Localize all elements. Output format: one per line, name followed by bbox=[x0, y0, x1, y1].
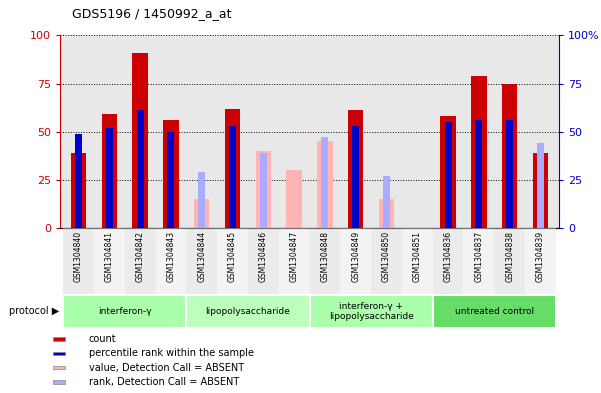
Bar bbox=[94, 228, 125, 295]
Text: GSM1304841: GSM1304841 bbox=[105, 231, 114, 282]
Bar bbox=[136, 110, 144, 228]
Text: GSM1304850: GSM1304850 bbox=[382, 231, 391, 283]
Bar bbox=[383, 176, 390, 228]
Text: count: count bbox=[89, 334, 117, 344]
Text: lipopolysaccharide: lipopolysaccharide bbox=[206, 307, 290, 316]
Bar bbox=[310, 295, 433, 328]
Bar bbox=[53, 366, 66, 369]
Bar bbox=[53, 352, 66, 355]
Bar bbox=[525, 228, 556, 295]
Bar bbox=[186, 295, 310, 328]
Bar bbox=[156, 228, 186, 295]
Bar bbox=[445, 122, 451, 228]
Text: GSM1304846: GSM1304846 bbox=[259, 231, 268, 283]
Text: GSM1304839: GSM1304839 bbox=[536, 231, 545, 283]
Bar bbox=[310, 228, 340, 295]
Text: GSM1304847: GSM1304847 bbox=[290, 231, 299, 283]
Bar bbox=[168, 132, 174, 228]
Bar bbox=[537, 143, 544, 228]
Bar bbox=[433, 228, 463, 295]
Bar bbox=[317, 141, 332, 228]
Text: untreated control: untreated control bbox=[455, 307, 534, 316]
Text: GSM1304849: GSM1304849 bbox=[351, 231, 360, 283]
Bar bbox=[371, 228, 402, 295]
Text: rank, Detection Call = ABSENT: rank, Detection Call = ABSENT bbox=[89, 377, 239, 387]
Bar bbox=[53, 380, 66, 384]
Text: GSM1304848: GSM1304848 bbox=[320, 231, 329, 282]
Bar bbox=[53, 338, 66, 341]
Bar bbox=[125, 228, 156, 295]
Bar bbox=[379, 199, 394, 228]
Bar bbox=[194, 199, 209, 228]
Bar bbox=[186, 228, 217, 295]
Bar bbox=[494, 228, 525, 295]
Bar bbox=[132, 53, 148, 228]
Bar bbox=[163, 120, 178, 228]
Text: protocol ▶: protocol ▶ bbox=[9, 307, 59, 316]
Text: value, Detection Call = ABSENT: value, Detection Call = ABSENT bbox=[89, 363, 244, 373]
Bar bbox=[532, 153, 548, 228]
Text: GSM1304844: GSM1304844 bbox=[197, 231, 206, 283]
Bar bbox=[471, 76, 487, 228]
Bar bbox=[322, 138, 328, 228]
Bar bbox=[198, 172, 205, 228]
Bar bbox=[63, 228, 94, 295]
Bar bbox=[287, 170, 302, 228]
Bar bbox=[502, 83, 517, 228]
Text: interferon-γ +
lipopolysaccharide: interferon-γ + lipopolysaccharide bbox=[329, 302, 413, 321]
Bar bbox=[255, 151, 271, 228]
Text: GSM1304838: GSM1304838 bbox=[505, 231, 514, 282]
Text: GSM1304842: GSM1304842 bbox=[136, 231, 145, 282]
Text: GSM1304837: GSM1304837 bbox=[474, 231, 483, 283]
Text: GSM1304843: GSM1304843 bbox=[166, 231, 175, 283]
Text: GSM1304851: GSM1304851 bbox=[413, 231, 422, 282]
Text: GSM1304845: GSM1304845 bbox=[228, 231, 237, 283]
Bar bbox=[506, 120, 513, 228]
Bar bbox=[229, 126, 236, 228]
Text: percentile rank within the sample: percentile rank within the sample bbox=[89, 349, 254, 358]
Bar bbox=[402, 228, 433, 295]
Bar bbox=[348, 110, 364, 228]
Bar bbox=[441, 116, 456, 228]
Text: GSM1304836: GSM1304836 bbox=[444, 231, 453, 283]
Text: GSM1304840: GSM1304840 bbox=[74, 231, 83, 283]
Bar bbox=[225, 108, 240, 228]
Bar bbox=[75, 134, 82, 228]
Bar bbox=[260, 153, 267, 228]
Bar bbox=[352, 126, 359, 228]
Bar bbox=[433, 295, 556, 328]
Bar bbox=[217, 228, 248, 295]
Bar bbox=[340, 228, 371, 295]
Bar bbox=[71, 153, 87, 228]
Bar bbox=[102, 114, 117, 228]
Text: interferon-γ: interferon-γ bbox=[98, 307, 151, 316]
Bar bbox=[248, 228, 279, 295]
Bar bbox=[106, 128, 113, 228]
Text: GDS5196 / 1450992_a_at: GDS5196 / 1450992_a_at bbox=[72, 7, 231, 20]
Bar bbox=[63, 295, 186, 328]
Bar bbox=[463, 228, 494, 295]
Bar bbox=[475, 120, 483, 228]
Bar bbox=[279, 228, 310, 295]
